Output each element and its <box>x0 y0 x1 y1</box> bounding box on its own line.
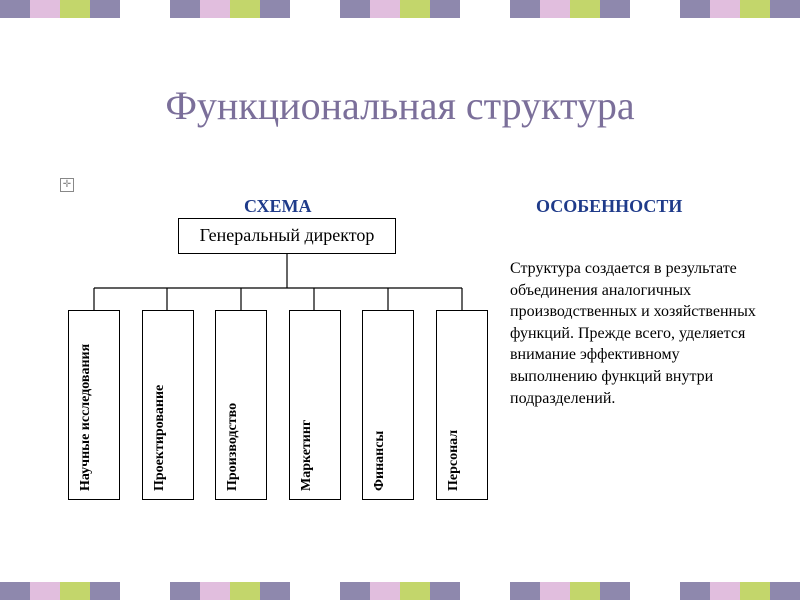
stripe-segment <box>400 582 430 600</box>
stripe-segment <box>430 582 460 600</box>
org-child-label: Маркетинг <box>299 420 315 491</box>
stripe-segment <box>170 0 200 18</box>
stripe-segment <box>260 582 290 600</box>
stripe-group <box>170 582 290 600</box>
stripe-segment <box>340 0 370 18</box>
org-child-box: Маркетинг <box>289 310 341 500</box>
top-stripe <box>0 0 800 18</box>
stripe-group <box>680 582 800 600</box>
org-child-box: Проектирование <box>142 310 194 500</box>
stripe-group <box>510 582 630 600</box>
stripe-segment <box>90 582 120 600</box>
stripe-group <box>340 0 460 18</box>
stripe-segment <box>370 582 400 600</box>
stripe-segment <box>230 582 260 600</box>
page-title: Функциональная структура <box>0 82 800 129</box>
stripe-segment <box>260 0 290 18</box>
stripe-segment <box>430 0 460 18</box>
stripe-segment <box>30 0 60 18</box>
stripe-segment <box>400 0 430 18</box>
heading-scheme: СХЕМА <box>244 196 312 217</box>
org-child-label: Проектирование <box>152 385 168 491</box>
stripe-segment <box>680 0 710 18</box>
stripe-segment <box>710 582 740 600</box>
stripe-segment <box>540 582 570 600</box>
stripe-group <box>0 582 120 600</box>
features-body: Структура создается в результате объедин… <box>510 258 760 409</box>
stripe-segment <box>370 0 400 18</box>
org-child-box: Научные исследования <box>68 310 120 500</box>
org-child-box: Персонал <box>436 310 488 500</box>
heading-features: ОСОБЕННОСТИ <box>536 196 682 217</box>
stripe-segment <box>90 0 120 18</box>
org-child-label: Персонал <box>446 430 462 491</box>
org-child-box: Финансы <box>362 310 414 500</box>
stripe-segment <box>60 582 90 600</box>
stripe-segment <box>600 582 630 600</box>
stripe-segment <box>770 0 800 18</box>
stripe-segment <box>200 582 230 600</box>
bottom-stripe <box>0 582 800 600</box>
stripe-group <box>0 0 120 18</box>
table-anchor-icon: ✛ <box>60 178 74 192</box>
org-child-label: Научные исследования <box>78 344 94 491</box>
org-child-label: Производство <box>225 403 241 491</box>
org-child-label: Финансы <box>372 431 388 491</box>
stripe-segment <box>680 582 710 600</box>
stripe-segment <box>570 582 600 600</box>
stripe-segment <box>510 582 540 600</box>
org-root-box: Генеральный директор <box>178 218 396 254</box>
stripe-segment <box>510 0 540 18</box>
stripe-segment <box>230 0 260 18</box>
stripe-segment <box>170 582 200 600</box>
stripe-segment <box>30 582 60 600</box>
stripe-segment <box>540 0 570 18</box>
stripe-segment <box>60 0 90 18</box>
stripe-segment <box>0 582 30 600</box>
stripe-segment <box>770 582 800 600</box>
stripe-group <box>510 0 630 18</box>
stripe-group <box>340 582 460 600</box>
stripe-segment <box>740 582 770 600</box>
org-children: Научные исследования Проектирование Произв… <box>68 310 488 510</box>
org-root-label: Генеральный директор <box>200 225 375 245</box>
org-child-box: Производство <box>215 310 267 500</box>
stripe-segment <box>600 0 630 18</box>
stripe-group <box>170 0 290 18</box>
stripe-group <box>680 0 800 18</box>
stripe-segment <box>0 0 30 18</box>
stripe-segment <box>200 0 230 18</box>
stripe-segment <box>740 0 770 18</box>
stripe-segment <box>340 582 370 600</box>
stripe-segment <box>570 0 600 18</box>
stripe-segment <box>710 0 740 18</box>
